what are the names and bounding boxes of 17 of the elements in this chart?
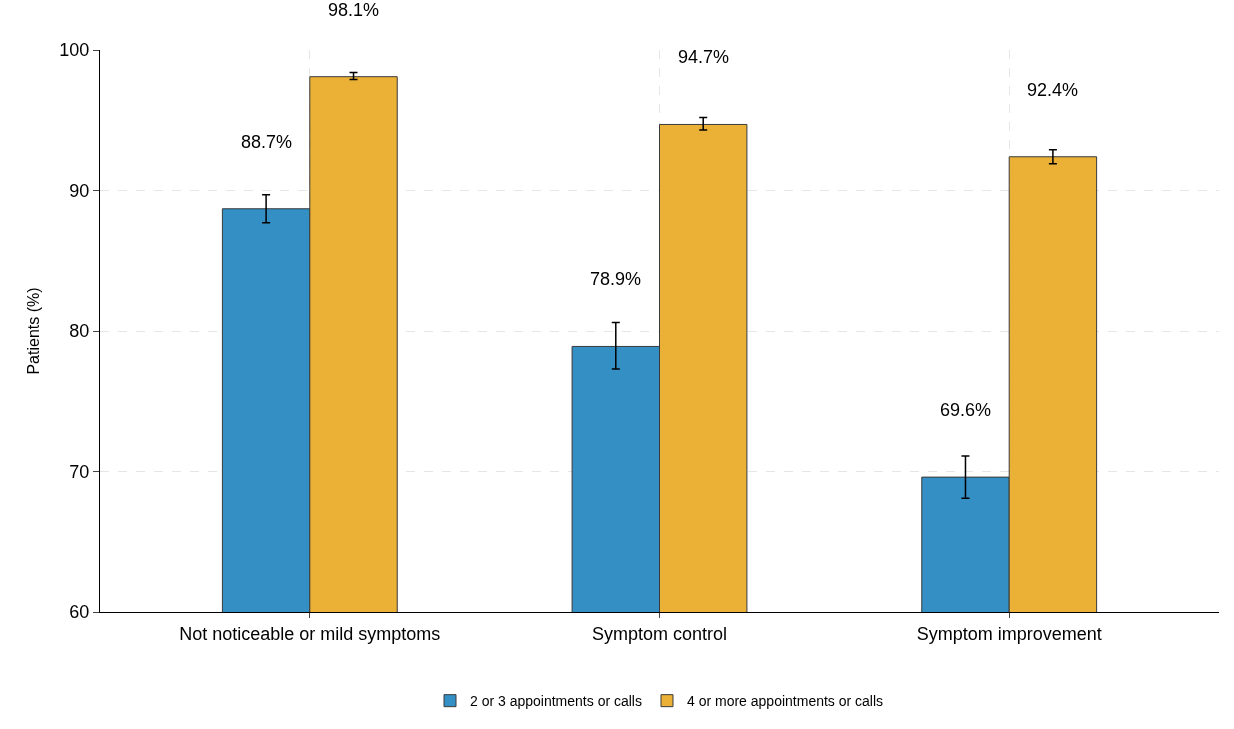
y-tick-label: 60 bbox=[69, 602, 90, 623]
data-label: 94.7% bbox=[678, 47, 730, 67]
legend-label: 4 or more appointments or calls bbox=[686, 693, 884, 710]
data-label: 88.7% bbox=[241, 132, 293, 152]
y-tick-label: 100 bbox=[59, 40, 90, 61]
data-label: 69.6% bbox=[940, 400, 992, 420]
data-label: 78.9% bbox=[590, 269, 642, 289]
data-label: 92.4% bbox=[1027, 80, 1079, 100]
y-tick-label: 70 bbox=[69, 461, 90, 482]
data-label: 98.1% bbox=[328, 0, 380, 20]
y-tick-label: 80 bbox=[69, 321, 90, 342]
x-tick-label: Symptom control bbox=[591, 623, 728, 644]
y-tick-label: 90 bbox=[69, 180, 90, 201]
x-tick-label: Symptom improvement bbox=[916, 623, 1102, 644]
y-axis-title: Patients (%) bbox=[25, 287, 43, 375]
x-tick-label: Not noticeable or mild symptoms bbox=[179, 623, 441, 644]
legend-label: 2 or 3 appointments or calls bbox=[470, 693, 642, 710]
